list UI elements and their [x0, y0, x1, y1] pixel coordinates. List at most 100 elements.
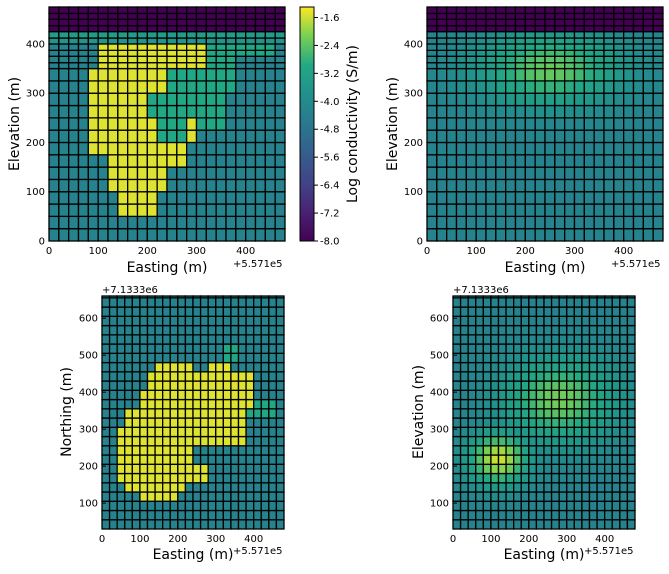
cell [564, 49, 576, 57]
cell [543, 426, 553, 438]
cell [107, 18, 119, 27]
cell [604, 435, 613, 447]
cell [604, 306, 613, 317]
cell [245, 509, 255, 521]
cell [619, 445, 629, 456]
cell [222, 482, 232, 493]
cell [623, 141, 635, 156]
cell [623, 80, 635, 94]
cell [101, 297, 111, 308]
cell [642, 104, 654, 119]
cell [192, 472, 202, 484]
colorbar-tick-label: -2.4 [320, 41, 340, 52]
colorbar-tick-label: -8.0 [320, 237, 340, 248]
cell [169, 343, 179, 354]
cell [154, 519, 164, 530]
cell [254, 166, 266, 181]
cell [162, 463, 171, 475]
cell [230, 398, 240, 410]
cell [136, 62, 148, 70]
cell [254, 141, 266, 156]
cell [495, 67, 507, 82]
cell [475, 297, 484, 308]
cell [446, 55, 458, 64]
cell [154, 306, 164, 317]
cell [268, 417, 278, 428]
cell [237, 426, 247, 438]
cell [230, 324, 240, 336]
cell [176, 129, 188, 144]
cell [564, 55, 576, 64]
cell [534, 166, 546, 181]
cell [535, 435, 545, 447]
cell [564, 129, 576, 144]
cell [199, 380, 209, 391]
cell [274, 55, 286, 64]
cell [154, 361, 164, 373]
cell [245, 297, 255, 308]
cell [475, 141, 487, 156]
cell [465, 191, 477, 205]
cell [514, 166, 526, 181]
cell [558, 380, 568, 391]
cell [127, 92, 139, 107]
cell [520, 334, 530, 345]
cell [475, 49, 487, 57]
cell [87, 6, 99, 15]
cell [245, 92, 257, 107]
cell [58, 43, 70, 52]
cell [520, 519, 530, 530]
cell [58, 92, 70, 107]
cell [215, 398, 224, 410]
cell [207, 472, 217, 484]
cell [235, 191, 247, 205]
cell [495, 215, 507, 230]
cell [139, 500, 149, 512]
x-offset-label: +5.571e5 [233, 546, 283, 557]
cell [156, 37, 168, 45]
cell [186, 104, 198, 119]
cell [108, 454, 118, 465]
cell [166, 203, 178, 218]
cell [543, 463, 553, 475]
cell [139, 426, 149, 438]
cell [554, 25, 566, 33]
cell [253, 315, 262, 327]
cell [146, 104, 158, 119]
cell [455, 12, 467, 20]
cell [156, 12, 168, 20]
cell [215, 426, 224, 438]
cell [603, 117, 615, 131]
cell [146, 12, 158, 20]
cell [632, 129, 644, 144]
cell [166, 228, 178, 242]
cell [107, 30, 119, 39]
cell [162, 491, 171, 502]
cell [446, 6, 458, 15]
cell [139, 352, 149, 364]
cell [505, 482, 515, 493]
cell [588, 454, 598, 465]
cell [225, 49, 237, 57]
cell [455, 6, 467, 15]
cell [68, 166, 80, 181]
cell [87, 30, 99, 39]
cell [116, 371, 126, 382]
cell [268, 306, 278, 317]
cell [101, 324, 111, 336]
cell [154, 491, 164, 502]
cell [195, 178, 207, 193]
cell [596, 426, 606, 438]
cell [513, 306, 522, 317]
cell [613, 62, 625, 70]
cell [205, 49, 217, 57]
cell [513, 324, 522, 336]
cell [524, 67, 536, 82]
cell [260, 445, 270, 456]
cell [550, 361, 560, 373]
cell [626, 380, 636, 391]
cell [583, 166, 595, 181]
cell [475, 371, 484, 382]
cell [136, 37, 148, 45]
cell [116, 361, 126, 373]
